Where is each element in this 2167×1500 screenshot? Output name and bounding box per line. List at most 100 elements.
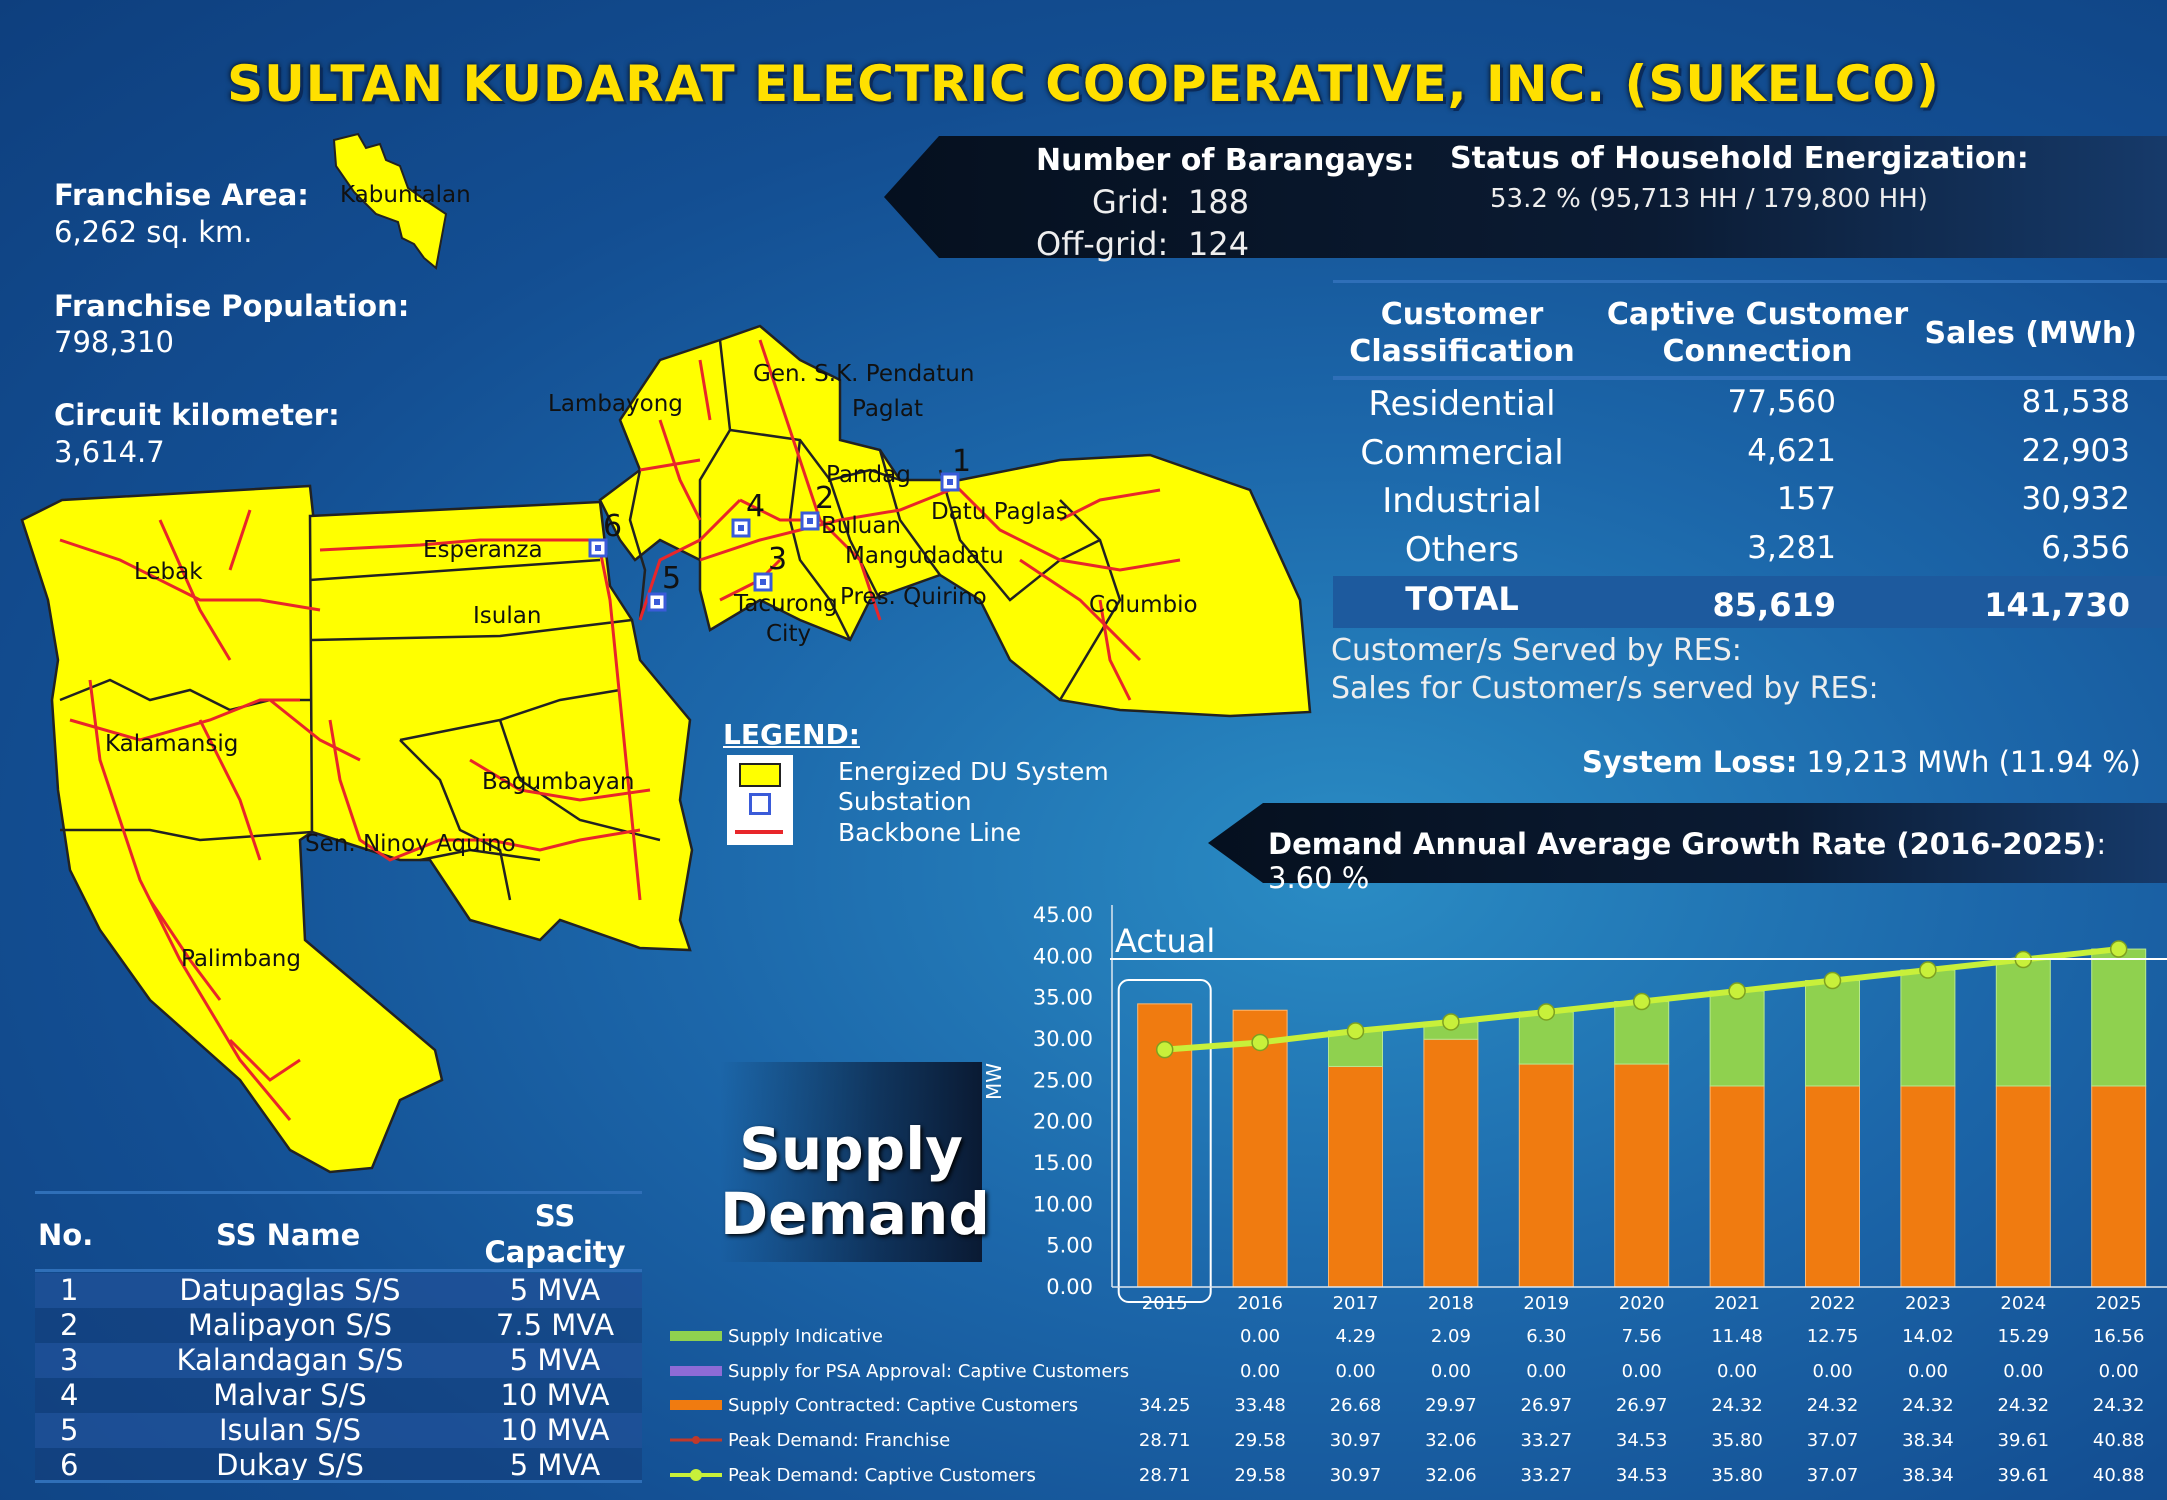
ss-row-name: Kalandagan S/S — [176, 1343, 404, 1377]
bar-supply-contracted — [1614, 1063, 1670, 1288]
bar-supply-indicative — [2091, 948, 2147, 1087]
data-label: 0.00 — [1431, 1361, 1471, 1382]
y-tick-label: 0.00 — [1046, 1275, 1093, 1299]
x-tick-label: 2024 — [2000, 1293, 2046, 1314]
chart-data-table: Supply Indicative 0.00 4.29 2.09 6.30 7.56 11.… — [670, 1326, 2144, 1486]
supply-demand-box — [720, 1062, 982, 1262]
data-label: 35.80 — [1711, 1430, 1763, 1451]
x-tick-label: 2017 — [1333, 1293, 1379, 1314]
data-label: 34.53 — [1616, 1465, 1668, 1486]
map-label-columbio: Columbio — [1089, 592, 1198, 618]
customer-total-label: TOTAL — [1405, 580, 1519, 618]
bar-supply-indicative — [1900, 969, 1956, 1087]
ss-table-bottom-rule — [35, 1480, 642, 1483]
data-label: 14.02 — [1902, 1326, 1954, 1347]
legend-swatch-bar — [670, 1366, 722, 1376]
ss-table-row: 6 Dukay S/S 5 MVA — [35, 1448, 642, 1483]
map-label-datu-paglas: Datu Paglas — [931, 499, 1068, 525]
data-label: 0.00 — [1812, 1361, 1852, 1382]
legend-swatch-substation — [749, 793, 771, 815]
ss-table-top-rule — [35, 1191, 642, 1194]
data-label: 39.61 — [1998, 1430, 2050, 1451]
customer-row-connections: 4,621 — [1747, 433, 1836, 469]
data-label: 38.34 — [1902, 1465, 1954, 1486]
substation-number-5: 5 — [662, 561, 682, 596]
ss-header-no: No. — [38, 1218, 94, 1252]
data-label: 0.00 — [2003, 1361, 2043, 1382]
legend-item-substation: Substation — [838, 787, 972, 816]
data-label: 30.97 — [1330, 1430, 1382, 1451]
ss-row-capacity: 10 MVA — [500, 1413, 610, 1447]
map-label-kalamansig: Kalamansig — [105, 731, 239, 757]
ss-row-name: Isulan S/S — [218, 1413, 362, 1447]
ss-row-capacity: 7.5 MVA — [495, 1308, 615, 1342]
customer-total-bg — [1333, 576, 2167, 628]
ss-row-name: Datupaglas S/S — [179, 1273, 401, 1307]
ss-row-no: 3 — [60, 1343, 79, 1377]
bar-supply-contracted — [2091, 1085, 2147, 1288]
data-label: 0.00 — [1622, 1361, 1662, 1382]
top-banner — [884, 136, 2167, 258]
x-tick-label: 2023 — [1905, 1293, 1951, 1314]
x-tick-label: 2025 — [2096, 1293, 2142, 1314]
data-label: 34.25 — [1139, 1395, 1191, 1416]
data-label: 24.32 — [1711, 1395, 1763, 1416]
legend-item-energized: Energized DU System — [838, 757, 1109, 786]
x-tick-label: 2015 — [1142, 1293, 1188, 1314]
point-peak-demand — [1442, 1013, 1460, 1031]
map-label-esperanza: Esperanza — [423, 537, 543, 563]
data-label: 7.56 — [1622, 1326, 1662, 1347]
point-peak-demand — [1155, 1040, 1174, 1059]
customer-row-connections: 157 — [1776, 481, 1836, 517]
x-tick-label: 2016 — [1237, 1293, 1283, 1314]
map-label-tacurong: Tacurong — [734, 591, 838, 617]
legend-series-name: Supply Contracted: Captive Customers — [728, 1395, 1078, 1416]
data-label: 35.80 — [1711, 1465, 1763, 1486]
substation-marker-centers — [595, 479, 953, 605]
franchise-area-label: Franchise Area: — [54, 178, 309, 212]
data-label: 0.00 — [1717, 1361, 1757, 1382]
customer-row-sales: 6,356 — [2041, 530, 2130, 566]
bar-supply-contracted — [1232, 1009, 1288, 1288]
data-label: 26.68 — [1330, 1395, 1382, 1416]
x-tick-label: 2020 — [1619, 1293, 1665, 1314]
ss-row-no: 4 — [60, 1378, 79, 1412]
franchise-area-value: 6,262 sq. km. — [54, 215, 253, 249]
data-label: 39.61 — [1998, 1465, 2050, 1486]
customer-row-class: Residential — [1368, 384, 1556, 424]
map-label-city: City — [766, 621, 812, 647]
map-label-pres-quirino: Pres. Quirino — [840, 584, 987, 610]
customer-row-sales: 30,932 — [2021, 481, 2130, 517]
substation-number-3: 3 — [768, 542, 788, 577]
system-loss-label: System Loss: — [1581, 745, 1798, 779]
data-label: 11.48 — [1711, 1326, 1763, 1347]
substation-number-2: 2 — [815, 481, 835, 516]
y-tick-label: 45.00 — [1033, 903, 1093, 927]
data-label: 15.29 — [1998, 1326, 2050, 1347]
y-axis: 0.00 5.00 10.00 15.00 20.00 25.00 30.00 35.00 40… — [1033, 903, 1113, 1299]
circuit-km-value: 3,614.7 — [54, 435, 165, 469]
x-tick-label: 2018 — [1428, 1293, 1474, 1314]
x-tick-label: 2021 — [1714, 1293, 1760, 1314]
data-label: 33.27 — [1521, 1430, 1573, 1451]
y-tick-label: 20.00 — [1033, 1110, 1093, 1134]
bar-supply-contracted — [1900, 1085, 1956, 1288]
energization-label: Status of Household Energization: — [1450, 141, 2029, 176]
y-tick-label: 35.00 — [1033, 986, 1093, 1010]
y-tick-label: 30.00 — [1033, 1027, 1093, 1051]
data-label: 26.97 — [1616, 1395, 1668, 1416]
legend-swatch-backbone — [735, 830, 783, 834]
ss-row-capacity: 5 MVA — [509, 1273, 601, 1307]
data-label: 32.06 — [1425, 1430, 1477, 1451]
data-label: 2.09 — [1431, 1326, 1471, 1347]
bar-supply-contracted — [1328, 1065, 1383, 1288]
kabuntalan-inset-map — [332, 132, 448, 270]
res-served-label: Customer/s Served by RES: — [1331, 633, 1742, 668]
point-peak-demand — [1537, 1003, 1556, 1021]
ss-table-header-rule — [35, 1269, 642, 1272]
x-tick-label: 2022 — [1810, 1293, 1856, 1314]
ss-row-no: 2 — [60, 1308, 79, 1342]
customer-header-connections: Captive Customer Connection — [1606, 297, 1909, 369]
ss-table-row: 2 Malipayon S/S 7.5 MVA — [35, 1308, 642, 1343]
